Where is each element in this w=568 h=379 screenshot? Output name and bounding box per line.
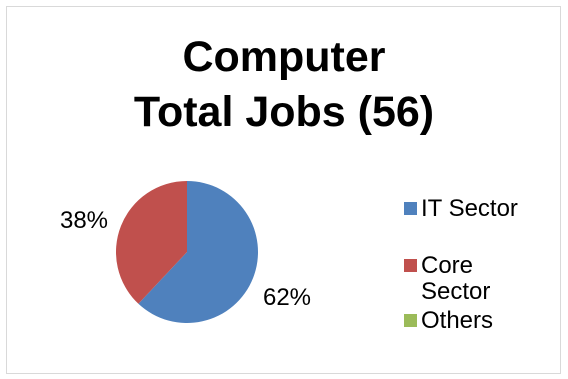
pie-slice-core-sector [115, 181, 187, 304]
legend-item-it-sector: IT Sector [404, 196, 531, 222]
pie-slice-it-sector [138, 181, 258, 324]
legend-label-core-sector: Core Sector [421, 252, 491, 305]
chart-title: Computer Total Jobs (56) [0, 30, 568, 140]
legend-swatch-it-sector [404, 202, 417, 215]
legend-swatch-others [404, 314, 417, 327]
chart-title-line-2: Total Jobs (56) [133, 88, 435, 136]
legend-swatch-core-sector [404, 259, 417, 272]
legend-item-others: Others [404, 308, 531, 334]
chart-title-line-1: Computer [182, 33, 386, 81]
data-label-it-sector: 62% [263, 284, 311, 311]
legend-label-it-sector: IT Sector [421, 195, 518, 222]
data-label-core-sector: 38% [60, 207, 108, 234]
chart-area [6, 6, 561, 374]
legend-label-others: Others [421, 307, 494, 334]
legend-item-core-sector: Core Sector [404, 253, 531, 305]
